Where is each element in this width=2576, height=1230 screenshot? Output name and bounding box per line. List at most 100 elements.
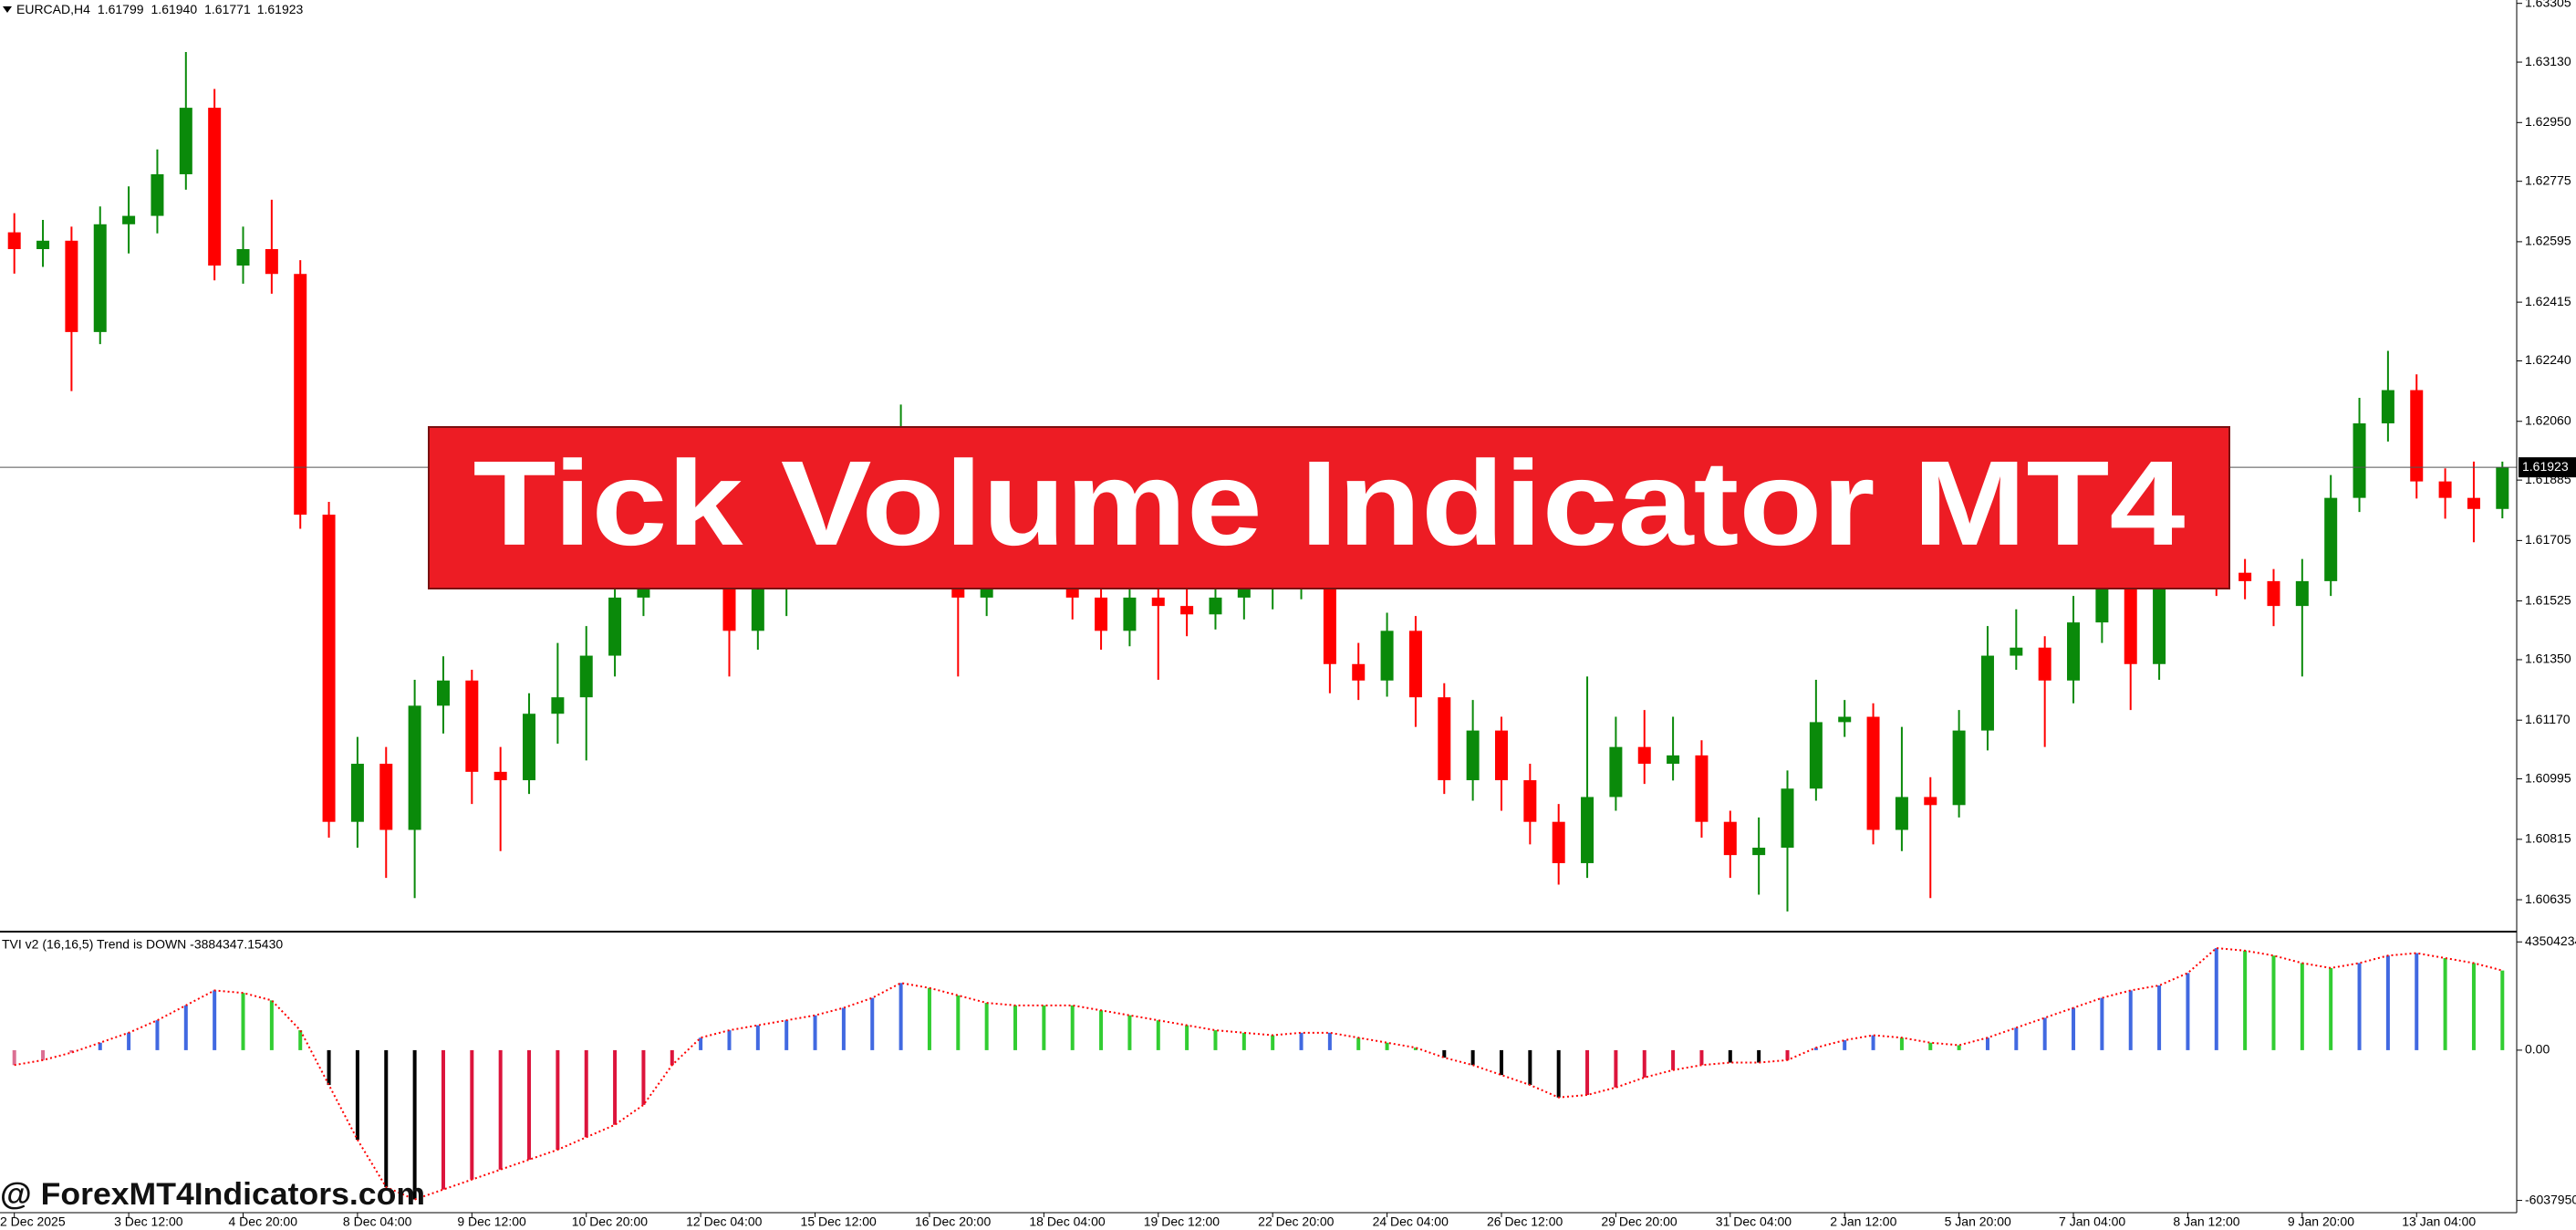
histogram-bar bbox=[1013, 1005, 1018, 1050]
candle-body bbox=[2038, 647, 2051, 681]
x-tick-label: 4 Dec 20:00 bbox=[229, 1214, 298, 1229]
histogram-bar bbox=[613, 1049, 618, 1125]
histogram-bar bbox=[2443, 958, 2447, 1050]
x-tick-label: 31 Dec 04:00 bbox=[1716, 1214, 1792, 1229]
candle-body bbox=[65, 240, 78, 332]
histogram-bar bbox=[1185, 1025, 1189, 1050]
y-tick-label: 1.61705 bbox=[2525, 532, 2571, 547]
histogram-bar bbox=[269, 1000, 274, 1050]
y-tick-label: 1.61350 bbox=[2525, 651, 2571, 666]
histogram-bar bbox=[1327, 1032, 1332, 1050]
y-tick-label: 1.61170 bbox=[2525, 712, 2571, 726]
x-tick-label: 24 Dec 04:00 bbox=[1373, 1214, 1449, 1229]
candle-body bbox=[1323, 572, 1336, 664]
candle-body bbox=[1438, 697, 1451, 781]
histogram-bar bbox=[927, 987, 931, 1050]
candle-body bbox=[2467, 497, 2480, 509]
candle-body bbox=[1466, 730, 1480, 781]
histogram-bar bbox=[1556, 1049, 1561, 1098]
candle-body bbox=[1609, 746, 1623, 797]
histogram-bar bbox=[1070, 1005, 1075, 1050]
x-tick-label: 10 Dec 20:00 bbox=[572, 1214, 648, 1229]
y-tick-label: 1.61525 bbox=[2525, 592, 2571, 607]
histogram-bar bbox=[1442, 1049, 1447, 1058]
histogram-bar bbox=[641, 1049, 646, 1105]
histogram-bar bbox=[727, 1030, 732, 1050]
histogram-bar bbox=[2329, 967, 2333, 1050]
current-price-label: 1.61923 bbox=[2522, 459, 2569, 474]
banner-title: Tick Volume Indicator MT4 bbox=[473, 436, 2186, 570]
histogram-bar bbox=[327, 1049, 331, 1086]
x-tick-label: 15 Dec 12:00 bbox=[801, 1214, 877, 1229]
candle-body bbox=[408, 705, 421, 830]
candle-body bbox=[2153, 572, 2166, 664]
histogram-bar bbox=[1585, 1049, 1590, 1095]
candle-body bbox=[2410, 390, 2424, 482]
histogram-bar bbox=[2500, 970, 2505, 1050]
candle-body bbox=[2381, 390, 2394, 423]
candle-body bbox=[523, 714, 536, 781]
y-tick-label: 1.60815 bbox=[2525, 831, 2571, 846]
histogram-bar bbox=[1985, 1037, 1989, 1050]
histogram-bar bbox=[984, 1003, 989, 1050]
candle-body bbox=[2324, 497, 2338, 581]
histogram-bar bbox=[784, 1020, 789, 1050]
candle-body bbox=[1781, 788, 1794, 849]
header-value: 1.61771 bbox=[204, 2, 251, 16]
candle-body bbox=[7, 232, 21, 250]
histogram-bar bbox=[1928, 1042, 1933, 1050]
candle-body bbox=[1637, 746, 1651, 765]
candle-body bbox=[1523, 780, 1537, 822]
x-tick-label: 2 Dec 2025 bbox=[0, 1214, 66, 1229]
x-tick-label: 8 Dec 04:00 bbox=[343, 1214, 412, 1229]
histogram-bar bbox=[956, 995, 961, 1050]
candle-body bbox=[294, 274, 307, 516]
candle-body bbox=[1723, 821, 1737, 856]
x-tick-label: 22 Dec 20:00 bbox=[1258, 1214, 1334, 1229]
y-tick-label: 1.62415 bbox=[2525, 294, 2571, 308]
candle-body bbox=[1180, 606, 1194, 615]
y-tick-label: 1.62775 bbox=[2525, 172, 2571, 187]
y-tick-label: 43504234 bbox=[2525, 933, 2576, 948]
histogram-bar bbox=[41, 1049, 46, 1060]
x-tick-label: 8 Jan 12:00 bbox=[2173, 1214, 2239, 1229]
y-tick-label: 1.60995 bbox=[2525, 770, 2571, 785]
header-value: 1.61799 bbox=[98, 2, 144, 16]
histogram-bar bbox=[1899, 1037, 1904, 1050]
histogram-bar bbox=[213, 990, 217, 1050]
histogram-bar bbox=[1528, 1049, 1532, 1086]
candle-body bbox=[2353, 422, 2366, 498]
histogram-bar bbox=[1671, 1049, 1676, 1070]
y-tick-label: 1.63130 bbox=[2525, 54, 2571, 68]
histogram-bar bbox=[127, 1032, 131, 1050]
candle-body bbox=[1581, 797, 1594, 863]
candle-body bbox=[1151, 597, 1165, 607]
histogram-bar bbox=[898, 983, 903, 1050]
candle-body bbox=[2095, 580, 2109, 623]
histogram-bar bbox=[527, 1049, 532, 1160]
candle-body bbox=[1667, 755, 1680, 765]
y-tick-label: 0.00 bbox=[2525, 1042, 2550, 1057]
candle-body bbox=[2067, 622, 2081, 681]
x-tick-label: 19 Dec 12:00 bbox=[1144, 1214, 1220, 1229]
candle-body bbox=[1408, 631, 1422, 698]
x-tick-label: 9 Jan 20:00 bbox=[2288, 1214, 2354, 1229]
candle-body bbox=[436, 680, 450, 706]
histogram-bar bbox=[2471, 963, 2476, 1050]
histogram-bar bbox=[841, 1007, 846, 1050]
histogram-bar bbox=[1413, 1048, 1418, 1050]
candle-body bbox=[1552, 821, 1565, 863]
candle-body bbox=[1809, 722, 1823, 789]
candle-body bbox=[608, 597, 622, 656]
histogram-bar bbox=[2014, 1027, 2019, 1050]
candle-body bbox=[1752, 848, 1766, 856]
candle-body bbox=[1952, 730, 1966, 806]
x-tick-label: 16 Dec 20:00 bbox=[915, 1214, 991, 1229]
histogram-bar bbox=[2214, 948, 2218, 1050]
y-tick-label: 1.60635 bbox=[2525, 891, 2571, 906]
histogram-bar bbox=[1957, 1045, 1961, 1050]
histogram-bar bbox=[155, 1020, 160, 1050]
histogram-bar bbox=[870, 997, 875, 1050]
histogram-bar bbox=[1299, 1032, 1304, 1050]
x-tick-label: 5 Jan 20:00 bbox=[1945, 1214, 2011, 1229]
